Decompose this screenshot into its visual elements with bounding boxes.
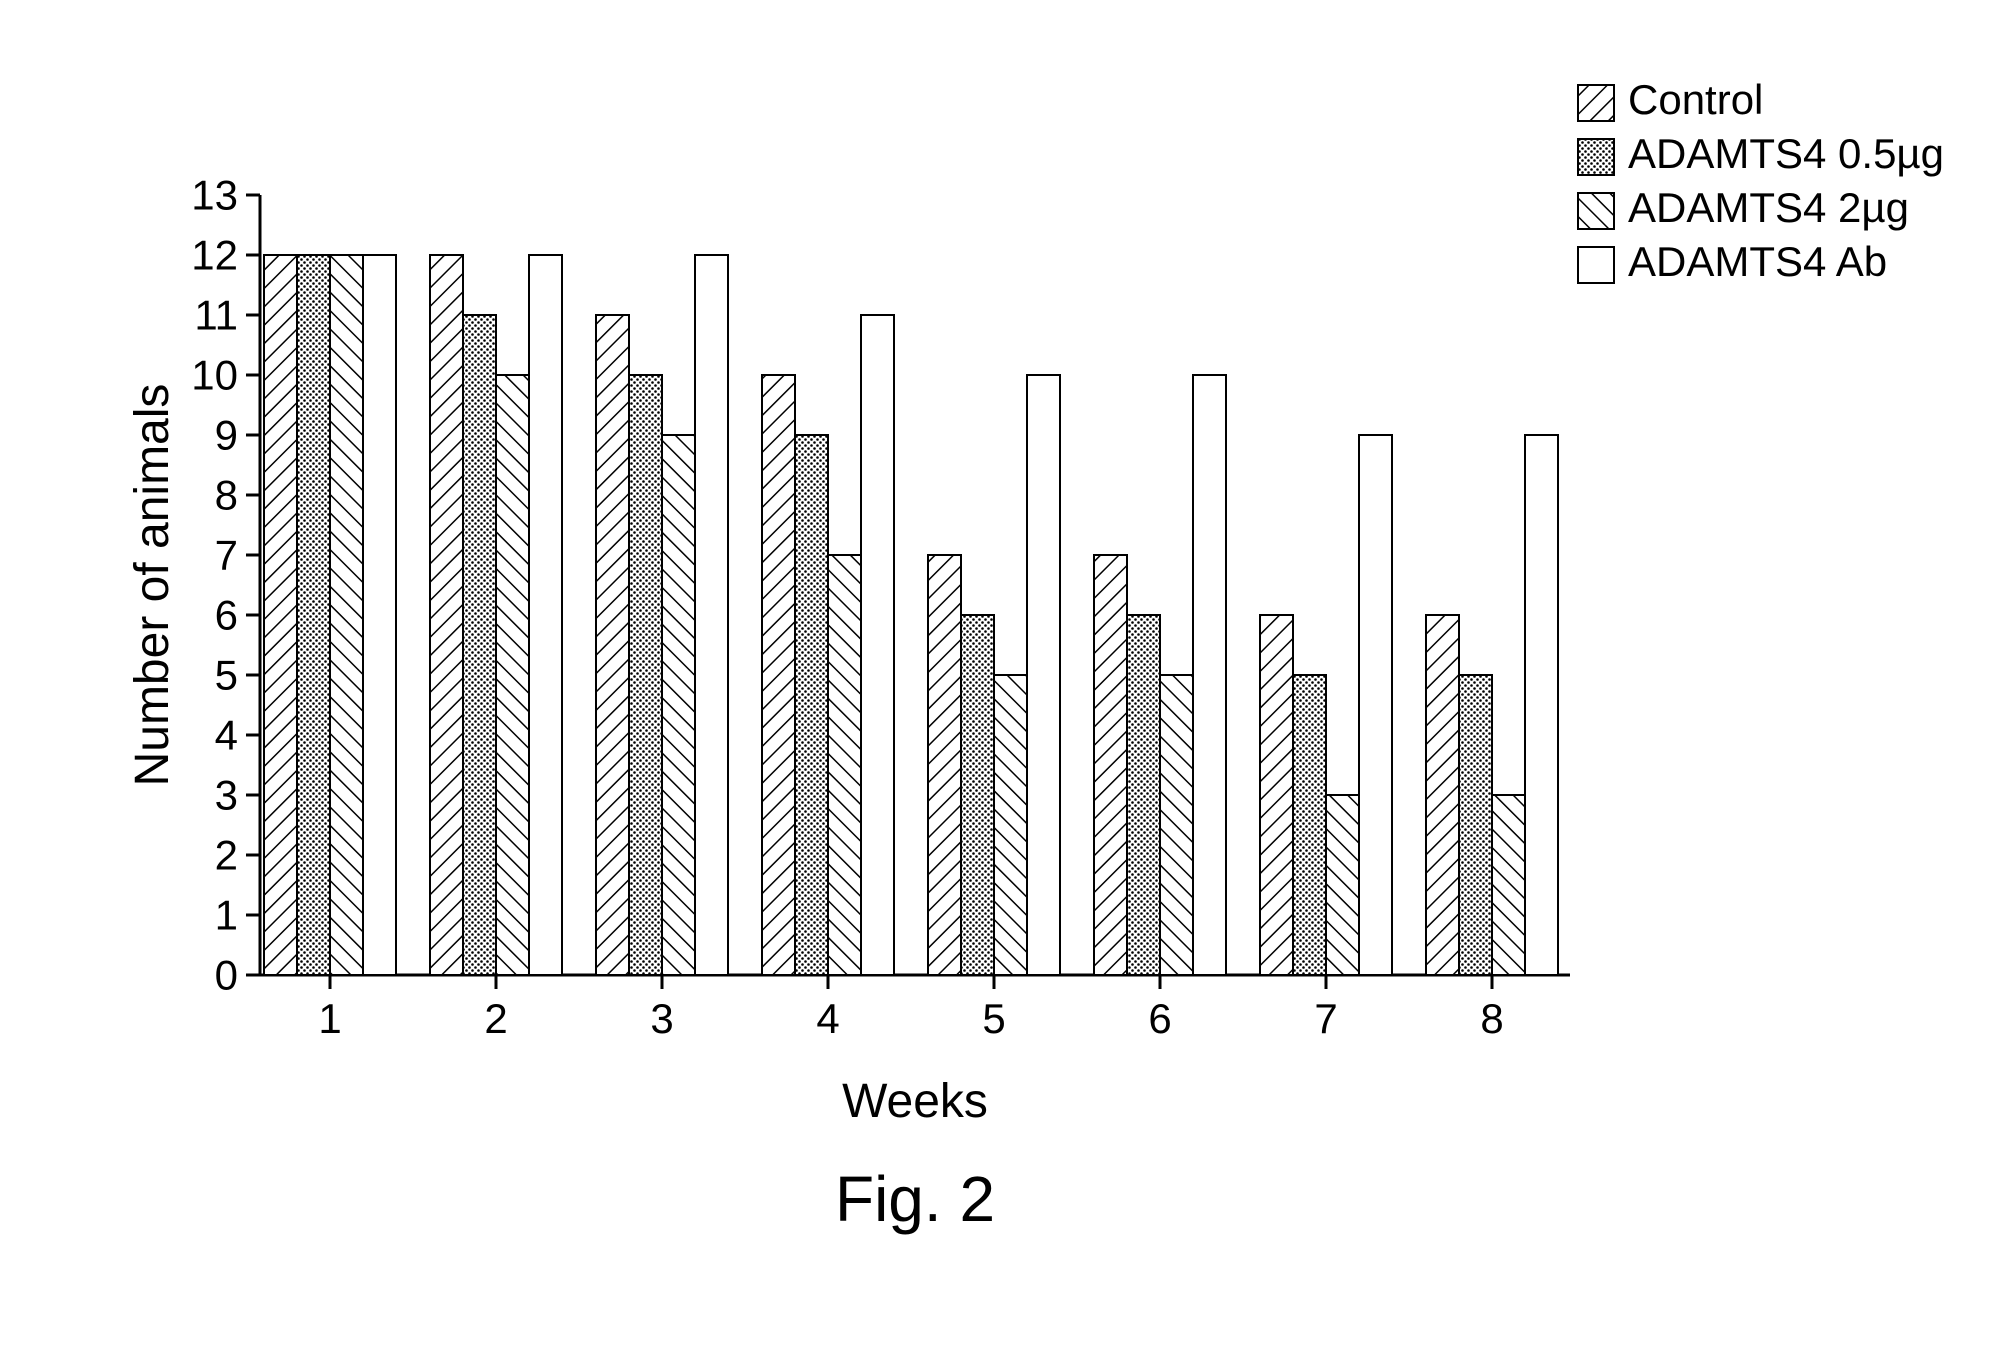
bar-adamts4_05 <box>1293 675 1326 975</box>
legend-label: Control <box>1628 76 1763 123</box>
bar-adamts4_2 <box>1160 675 1193 975</box>
y-tick-label: 8 <box>215 472 238 519</box>
bar-adamts4_2 <box>828 555 861 975</box>
legend-label: ADAMTS4 2µg <box>1628 184 1909 231</box>
x-tick-label: 1 <box>318 995 341 1042</box>
legend-label: ADAMTS4 Ab <box>1628 238 1887 285</box>
legend-swatch-control <box>1578 85 1614 121</box>
y-tick-label: 7 <box>215 532 238 579</box>
y-axis-label: Number of animals <box>126 384 179 787</box>
bar-adamts4_ab <box>1525 435 1558 975</box>
x-tick-label: 8 <box>1480 995 1503 1042</box>
x-tick-label: 4 <box>816 995 839 1042</box>
bar-adamts4_05 <box>629 375 662 975</box>
y-tick-label: 3 <box>215 772 238 819</box>
bar-adamts4_2 <box>662 435 695 975</box>
bar-control <box>596 315 629 975</box>
bar-adamts4_ab <box>363 255 396 975</box>
y-tick-label: 1 <box>215 892 238 939</box>
bar-adamts4_05 <box>1127 615 1160 975</box>
y-tick-label: 0 <box>215 952 238 999</box>
x-tick-label: 2 <box>484 995 507 1042</box>
chart-svg: 01234567891011121312345678WeeksNumber of… <box>0 0 2014 1369</box>
bar-adamts4_2 <box>1492 795 1525 975</box>
x-tick-label: 6 <box>1148 995 1171 1042</box>
bar-adamts4_05 <box>961 615 994 975</box>
y-tick-label: 5 <box>215 652 238 699</box>
legend-swatch-adamts4_2 <box>1578 193 1614 229</box>
legend-label: ADAMTS4 0.5µg <box>1628 130 1944 177</box>
bar-adamts4_ab <box>695 255 728 975</box>
x-axis-label: Weeks <box>842 1075 988 1128</box>
bar-control <box>264 255 297 975</box>
bar-adamts4_05 <box>463 315 496 975</box>
bar-adamts4_05 <box>795 435 828 975</box>
bar-control <box>430 255 463 975</box>
bar-adamts4_ab <box>1193 375 1226 975</box>
x-tick-label: 3 <box>650 995 673 1042</box>
y-tick-label: 11 <box>194 292 238 339</box>
bar-adamts4_ab <box>529 255 562 975</box>
bar-adamts4_2 <box>496 375 529 975</box>
figure-stage: 01234567891011121312345678WeeksNumber of… <box>0 0 2014 1369</box>
bar-control <box>1426 615 1459 975</box>
bar-adamts4_2 <box>1326 795 1359 975</box>
y-tick-label: 9 <box>215 412 238 459</box>
bar-adamts4_2 <box>994 675 1027 975</box>
bar-control <box>762 375 795 975</box>
y-tick-label: 2 <box>215 832 238 879</box>
bar-adamts4_ab <box>861 315 894 975</box>
y-tick-label: 6 <box>215 592 238 639</box>
bar-adamts4_2 <box>330 255 363 975</box>
bar-adamts4_ab <box>1359 435 1392 975</box>
y-tick-label: 4 <box>215 712 238 759</box>
bar-adamts4_05 <box>297 255 330 975</box>
bar-control <box>1260 615 1293 975</box>
bar-control <box>1094 555 1127 975</box>
bar-adamts4_ab <box>1027 375 1060 975</box>
y-tick-label: 12 <box>191 232 238 279</box>
legend-swatch-adamts4_05 <box>1578 139 1614 175</box>
bar-control <box>928 555 961 975</box>
y-tick-label: 13 <box>191 172 238 219</box>
x-tick-label: 7 <box>1314 995 1337 1042</box>
y-tick-label: 10 <box>191 352 238 399</box>
legend-swatch-adamts4_ab <box>1578 247 1614 283</box>
bar-adamts4_05 <box>1459 675 1492 975</box>
figure-caption: Fig. 2 <box>835 1163 995 1235</box>
x-tick-label: 5 <box>982 995 1005 1042</box>
